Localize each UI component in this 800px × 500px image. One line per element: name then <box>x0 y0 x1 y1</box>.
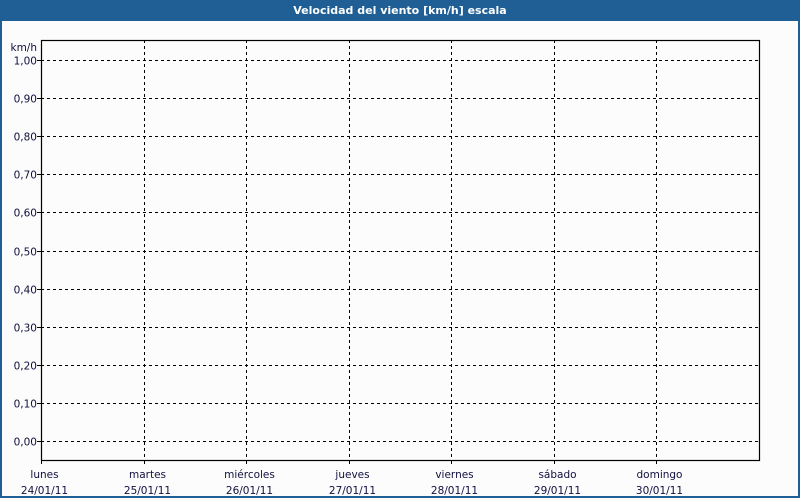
x-tick-date: 30/01/11 <box>636 485 683 497</box>
x-tick-date: 26/01/11 <box>226 485 273 497</box>
x-tick-day: viernes <box>435 469 473 481</box>
chart-title: Velocidad del viento [km/h] escala <box>0 0 800 21</box>
y-tick-label: 0,50 <box>14 247 37 259</box>
x-tick-date: 24/01/11 <box>21 485 68 497</box>
x-tick-day: martes <box>129 469 166 481</box>
x-tick-day: domingo <box>637 469 683 481</box>
y-tick-label: 0,30 <box>14 323 37 335</box>
x-tick-date: 29/01/11 <box>534 485 581 497</box>
x-tick-date: 28/01/11 <box>431 485 478 497</box>
y-axis-label: km/h <box>10 42 37 54</box>
y-tick-label: 0,00 <box>14 437 37 449</box>
x-tick-date: 25/01/11 <box>124 485 171 497</box>
y-tick-label: 0,70 <box>14 170 37 182</box>
y-tick-label: 0,20 <box>14 361 37 373</box>
y-tick-label: 0,60 <box>14 208 37 220</box>
y-tick-label: 0,40 <box>14 285 37 297</box>
x-tick-day: sábado <box>538 469 576 481</box>
y-tick-label: 0,80 <box>14 132 37 144</box>
plot-frame <box>40 39 761 462</box>
x-tick-day: jueves <box>334 469 369 481</box>
y-tick-label: 0,90 <box>14 94 37 106</box>
y-tick-label: 1,00 <box>14 56 37 68</box>
x-tick-day: lunes <box>30 469 58 481</box>
x-tick-date: 27/01/11 <box>329 485 376 497</box>
x-tick-day: miércoles <box>224 469 275 481</box>
y-tick-label: 0,10 <box>14 399 37 411</box>
